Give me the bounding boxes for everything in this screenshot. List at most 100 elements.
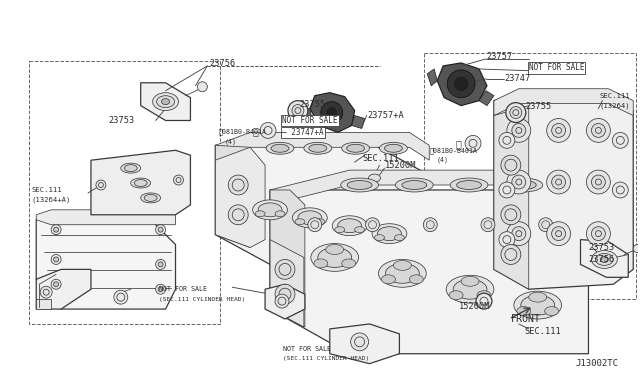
Ellipse shape <box>311 244 358 271</box>
Polygon shape <box>494 106 529 289</box>
Circle shape <box>40 286 52 298</box>
Polygon shape <box>310 93 355 132</box>
Polygon shape <box>36 215 175 309</box>
Ellipse shape <box>161 99 170 105</box>
Circle shape <box>512 175 526 189</box>
Ellipse shape <box>157 96 175 108</box>
Circle shape <box>96 180 106 190</box>
Polygon shape <box>215 132 429 160</box>
Ellipse shape <box>369 174 381 182</box>
Circle shape <box>453 76 469 92</box>
Circle shape <box>260 122 276 138</box>
Circle shape <box>54 227 59 232</box>
Ellipse shape <box>318 247 351 267</box>
Circle shape <box>552 227 566 241</box>
Circle shape <box>292 105 304 116</box>
Ellipse shape <box>266 142 294 154</box>
Ellipse shape <box>514 291 561 319</box>
Circle shape <box>308 218 322 232</box>
Circle shape <box>158 227 163 232</box>
Text: (SEC.111 CYLINDER HEAD): (SEC.111 CYLINDER HEAD) <box>159 296 245 302</box>
Circle shape <box>476 293 492 309</box>
Ellipse shape <box>335 227 345 232</box>
Text: 23757+A: 23757+A <box>367 111 404 120</box>
Circle shape <box>275 294 289 308</box>
Ellipse shape <box>600 256 609 262</box>
Ellipse shape <box>410 275 423 284</box>
Circle shape <box>512 227 526 241</box>
Text: FRONT: FRONT <box>511 314 541 324</box>
Ellipse shape <box>326 244 344 254</box>
Circle shape <box>591 124 605 137</box>
Circle shape <box>275 284 295 304</box>
Ellipse shape <box>134 180 147 186</box>
Circle shape <box>547 119 570 142</box>
Ellipse shape <box>545 307 559 315</box>
Polygon shape <box>265 284 305 319</box>
Polygon shape <box>215 147 265 247</box>
Circle shape <box>586 170 611 194</box>
Circle shape <box>547 170 570 194</box>
Circle shape <box>365 218 380 232</box>
Polygon shape <box>36 299 51 309</box>
Circle shape <box>51 225 61 235</box>
Circle shape <box>501 155 521 175</box>
Polygon shape <box>428 69 437 86</box>
Text: NOT FOR SALE: NOT FOR SALE <box>282 116 337 125</box>
Ellipse shape <box>124 165 137 171</box>
Ellipse shape <box>477 291 491 299</box>
Polygon shape <box>330 324 399 364</box>
Circle shape <box>447 70 475 98</box>
Ellipse shape <box>342 259 356 268</box>
Ellipse shape <box>314 259 328 268</box>
Polygon shape <box>580 240 628 277</box>
Text: 15200M: 15200M <box>459 302 491 311</box>
Circle shape <box>156 284 166 294</box>
Circle shape <box>321 102 342 124</box>
Polygon shape <box>303 109 312 119</box>
Circle shape <box>499 232 515 247</box>
Ellipse shape <box>385 144 403 152</box>
Circle shape <box>633 244 640 253</box>
Ellipse shape <box>315 219 324 225</box>
Ellipse shape <box>511 180 536 189</box>
Circle shape <box>547 222 570 246</box>
Polygon shape <box>36 210 175 225</box>
Text: 23756: 23756 <box>588 255 614 264</box>
Text: 23755: 23755 <box>299 100 325 109</box>
Polygon shape <box>270 170 588 205</box>
Circle shape <box>506 103 526 122</box>
Ellipse shape <box>304 142 332 154</box>
Circle shape <box>351 333 369 351</box>
Text: 23753: 23753 <box>588 243 614 252</box>
Ellipse shape <box>453 279 487 299</box>
Ellipse shape <box>378 227 401 241</box>
Text: (4): (4) <box>224 138 236 145</box>
Circle shape <box>612 132 628 148</box>
Text: 15200M: 15200M <box>385 161 416 170</box>
Text: 23757: 23757 <box>486 52 512 61</box>
Text: NOT FOR SALE: NOT FOR SALE <box>283 346 331 352</box>
Text: 23747: 23747 <box>504 74 530 83</box>
Circle shape <box>54 257 59 262</box>
Ellipse shape <box>521 295 555 315</box>
Ellipse shape <box>394 260 412 270</box>
Circle shape <box>197 82 207 92</box>
Ellipse shape <box>298 211 322 225</box>
Ellipse shape <box>394 235 404 241</box>
Ellipse shape <box>381 275 396 284</box>
Circle shape <box>501 244 521 264</box>
Circle shape <box>552 175 566 189</box>
Circle shape <box>499 132 515 148</box>
Ellipse shape <box>258 203 282 217</box>
Circle shape <box>481 218 495 232</box>
Ellipse shape <box>271 144 289 152</box>
Text: Ⓑ: Ⓑ <box>252 126 258 137</box>
Text: (13264): (13264) <box>600 102 630 109</box>
Ellipse shape <box>380 142 408 154</box>
Text: Ⓑ081B0-B401A: Ⓑ081B0-B401A <box>218 128 266 135</box>
Text: (SEC.111 CYLINDER HEAD): (SEC.111 CYLINDER HEAD) <box>283 356 369 361</box>
Text: SEC.111: SEC.111 <box>31 187 62 193</box>
Circle shape <box>465 135 481 151</box>
Ellipse shape <box>372 224 407 244</box>
